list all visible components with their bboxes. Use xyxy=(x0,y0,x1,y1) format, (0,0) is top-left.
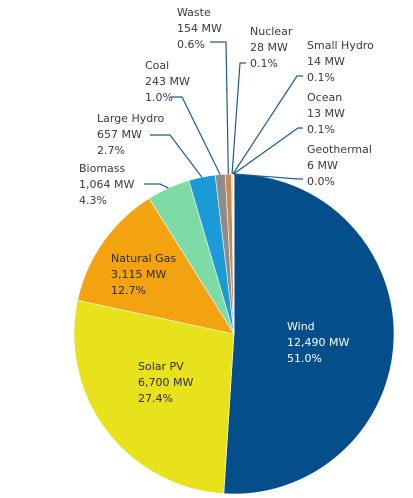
slice-label-natural-gas: Natural Gas 3,115 MW 12.7% xyxy=(111,252,176,297)
slice-label-waste: Waste 154 MW 0.6% xyxy=(177,6,222,51)
pie-slice-solar-pv xyxy=(73,299,235,494)
leader-lines xyxy=(144,41,303,189)
pie-slice-natural-gas xyxy=(77,197,235,335)
slice-label-wind: Wind 12,490 MW 51.0% xyxy=(287,320,349,365)
leader-line-large-hydro xyxy=(150,134,203,178)
slice-label-geothermal: Geothermal 6 MW 0.0% xyxy=(307,143,372,188)
leader-line-small-hydro xyxy=(232,75,303,175)
slice-label-ocean: Ocean 13 MW 0.1% xyxy=(307,91,345,136)
leader-line-biomass xyxy=(144,183,169,189)
leader-line-waste xyxy=(210,41,229,175)
slice-label-coal: Coal 243 MW 1.0% xyxy=(145,59,190,104)
slice-label-biomass: Biomass 1,064 MW 4.3% xyxy=(79,162,134,207)
slice-label-solar-pv: Solar PV 6,700 MW 27.4% xyxy=(138,360,193,405)
pie-slices xyxy=(73,173,395,495)
slice-labels: Wind 12,490 MW 51.0% Solar PV 6,700 MW 27.4% N… xyxy=(79,6,374,405)
leader-line-ocean xyxy=(233,127,303,175)
leader-line-coal xyxy=(170,96,221,175)
leader-line-geothermal xyxy=(233,173,303,180)
slice-label-nuclear: Nuclear 28 MW 0.1% xyxy=(250,25,293,70)
slice-label-small-hydro: Small Hydro 14 MW 0.1% xyxy=(307,39,374,84)
leader-line-nuclear xyxy=(231,62,246,175)
slice-label-large-hydro: Large Hydro 657 MW 2.7% xyxy=(97,112,164,157)
pie-slice-wind xyxy=(223,173,395,495)
